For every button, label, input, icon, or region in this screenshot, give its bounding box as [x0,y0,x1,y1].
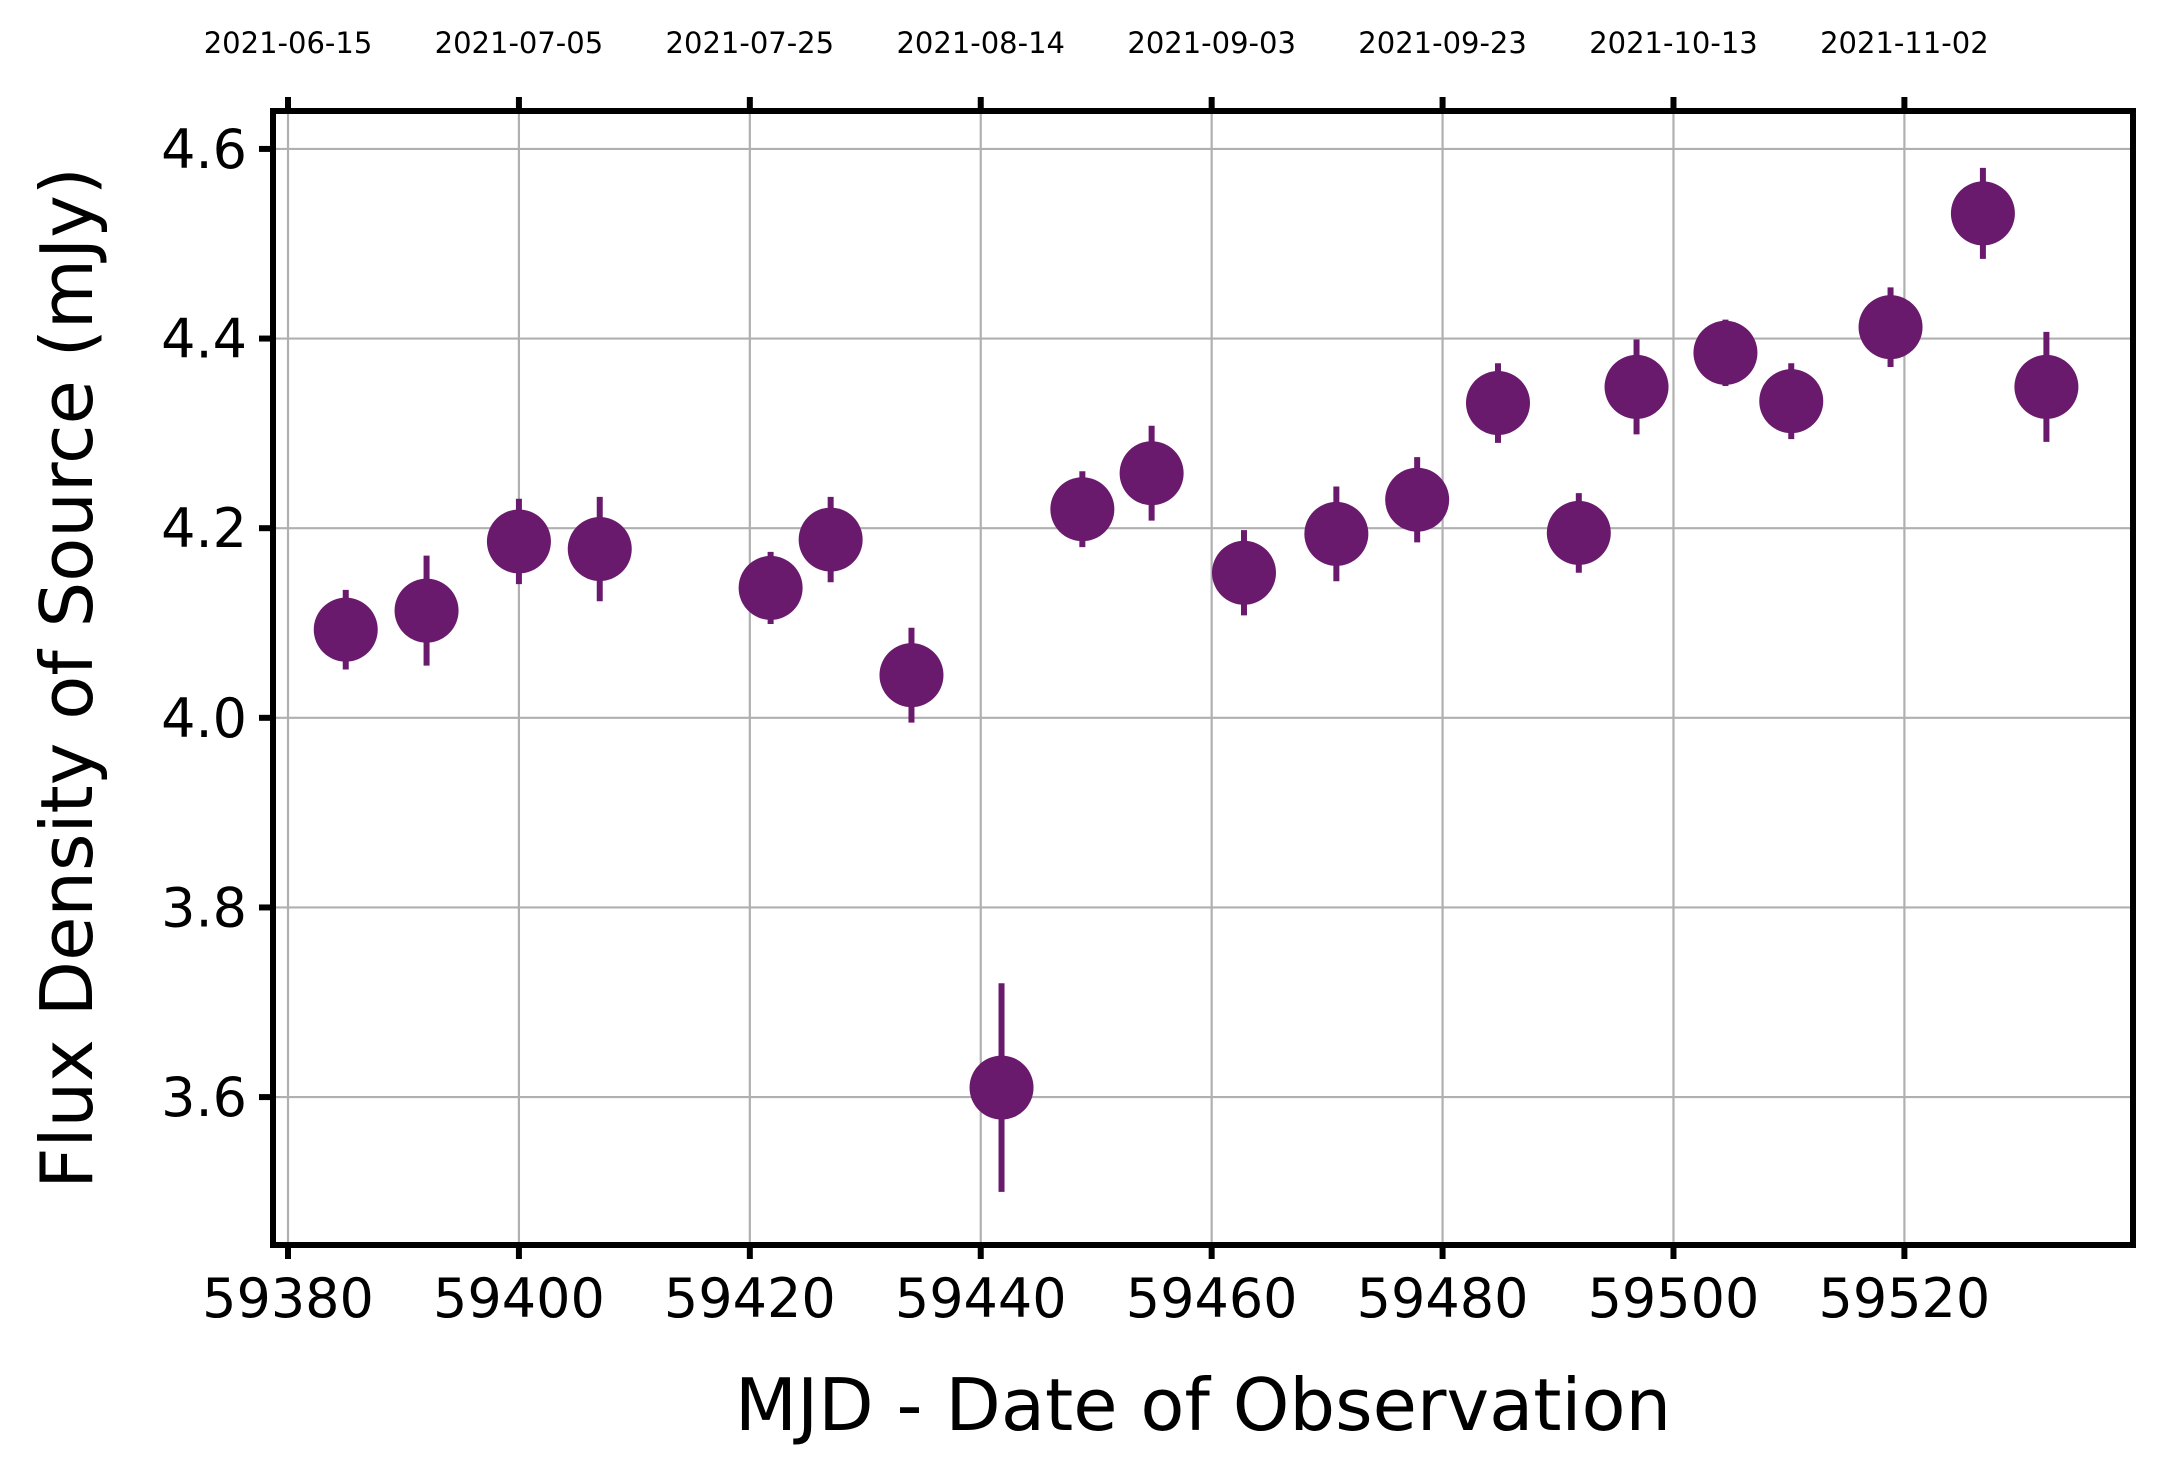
data-point-marker [1693,320,1758,385]
y-axis-label: Flux Density of Source (mJy) [25,167,109,1189]
x-tick-label: 59460 [1126,1267,1298,1330]
x-tick-label: 59500 [1588,1267,1760,1330]
top-date-tick-label: 2021-06-15 [204,26,373,60]
data-point [1693,319,1758,386]
top-date-tick-label: 2021-09-23 [1358,26,1527,60]
data-point-marker [1304,501,1369,566]
data-point-marker [1119,441,1184,506]
top-date-tick-label: 2021-10-13 [1589,26,1758,60]
data-point-marker [1546,500,1611,565]
data-point-marker [1385,467,1450,532]
data-point [1546,493,1611,573]
data-point-marker [567,517,632,582]
data-point-marker [313,597,378,662]
plot-frame [270,108,2136,1248]
y-tick-label: 4.4 [161,308,247,371]
data-point [969,983,1034,1192]
top-axis-date-ticks: 2021-06-15 2021-07-05 2021-07-25 2021-08-14… [204,26,1989,111]
y-tick-label: 4.0 [161,687,247,750]
top-date-tick-label: 2021-07-25 [666,26,835,60]
data-point-marker [738,555,803,620]
grid [273,111,2133,1245]
data-point [1050,471,1115,548]
x-tick-label: 59520 [1818,1267,1990,1330]
data-point [1465,363,1530,443]
data-point [798,496,863,583]
x-tick-label: 59440 [895,1267,1067,1330]
x-tick-label: 59480 [1357,1267,1529,1330]
data-point [1304,486,1369,582]
data-point-marker [969,1055,1034,1120]
data-point [486,498,551,585]
top-date-tick-label: 2021-08-14 [896,26,1065,60]
data-point-marker [1858,295,1923,360]
data-point [879,627,944,723]
data-point [567,496,632,602]
x-tick-label: 59380 [202,1267,374,1330]
x-axis-ticks: 59380 59400 59420 59440 59460 59480 59500 59520 [202,1245,1990,1330]
data-point [1211,530,1276,616]
data-point [1119,425,1184,521]
data-point-marker [1759,369,1824,434]
data-point [2014,331,2079,442]
data-point-marker [1465,371,1530,436]
x-axis-label: MJD - Date of Observation [735,1363,1671,1447]
data-point-marker [394,578,459,643]
x-tick-label: 59420 [664,1267,836,1330]
data-point [1950,167,2015,259]
top-date-tick-label: 2021-11-02 [1820,26,1989,60]
y-axis-ticks: 3.6 3.8 4.0 4.2 4.4 4.6 [161,118,273,1129]
data-point [738,551,803,624]
y-tick-label: 4.6 [161,118,247,181]
y-tick-label: 4.2 [161,497,247,560]
x-tick-label: 59400 [433,1267,605,1330]
top-date-tick-label: 2021-07-05 [435,26,604,60]
data-point-marker [1050,477,1115,542]
data-point-marker [1950,181,2015,246]
data-point-marker [486,509,551,574]
data-point [394,555,459,666]
data-point-marker [2014,354,2079,419]
data-point [1858,287,1923,368]
data-point-marker [1604,354,1669,419]
data-point [1385,457,1450,543]
data-point [1604,339,1669,435]
data-points [313,167,2079,1192]
y-tick-label: 3.6 [161,1066,247,1129]
data-point-marker [879,643,944,708]
top-date-tick-label: 2021-09-03 [1127,26,1296,60]
data-point-marker [798,507,863,572]
data-point [313,589,378,670]
data-point-marker [1211,540,1276,605]
y-tick-label: 3.8 [161,876,247,939]
data-point [1759,363,1824,440]
